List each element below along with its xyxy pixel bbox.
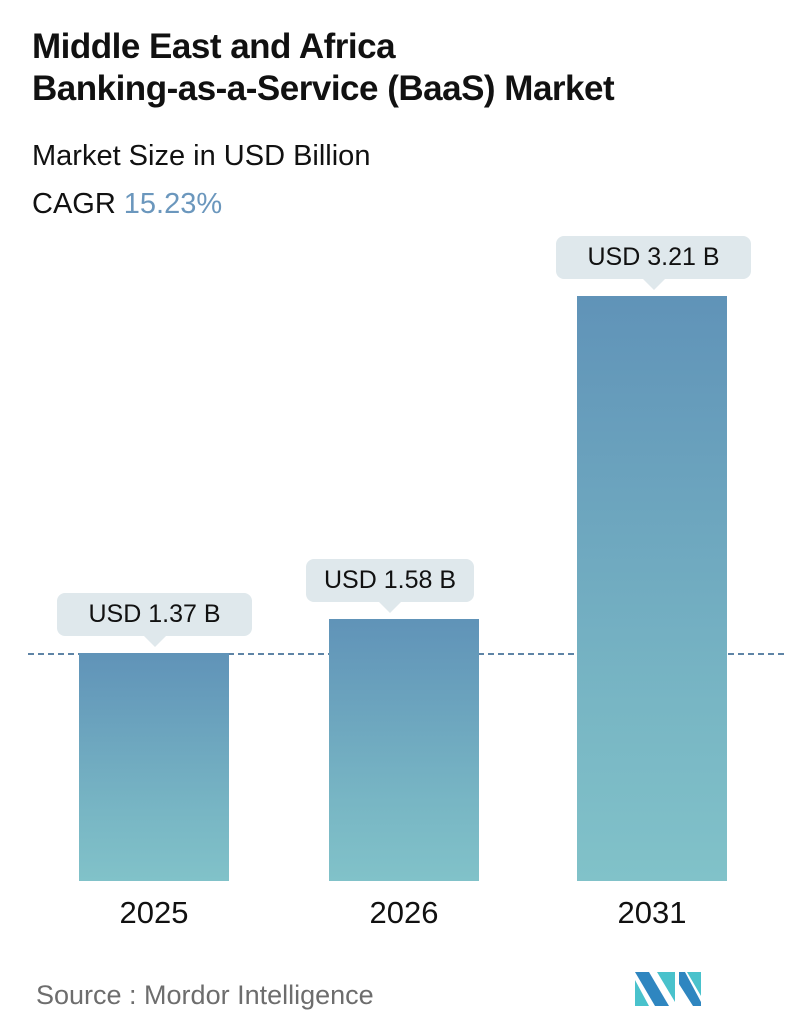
bar-2026 [329, 619, 479, 881]
data-label-2031: USD 3.21 B [556, 236, 751, 290]
bar-2025 [79, 653, 229, 881]
title-line-1: Middle East and Africa [32, 27, 396, 66]
chart-subtitle: Market Size in USD Billion [32, 140, 371, 172]
cagr-label: CAGR [32, 188, 116, 220]
x-tick-2025: 2025 [119, 895, 189, 930]
data-label-2025: USD 1.37 B [57, 593, 252, 647]
x-tick-2026: 2026 [369, 895, 439, 930]
bar-2031 [577, 296, 727, 881]
x-tick-2031: 2031 [617, 895, 687, 930]
cagr-value: 15.23% [123, 188, 223, 220]
title-line-2: Banking-as-a-Service (BaaS) Market [32, 69, 615, 108]
data-label-2026: USD 1.58 B [306, 559, 474, 613]
chart-title: Middle East and Africa Banking-as-a-Serv… [32, 26, 615, 110]
mordor-intelligence-logo-icon [635, 972, 701, 1006]
cagr: CAGR 15.23% [32, 188, 222, 221]
source-text: Source : Mordor Intelligence [36, 980, 374, 1010]
